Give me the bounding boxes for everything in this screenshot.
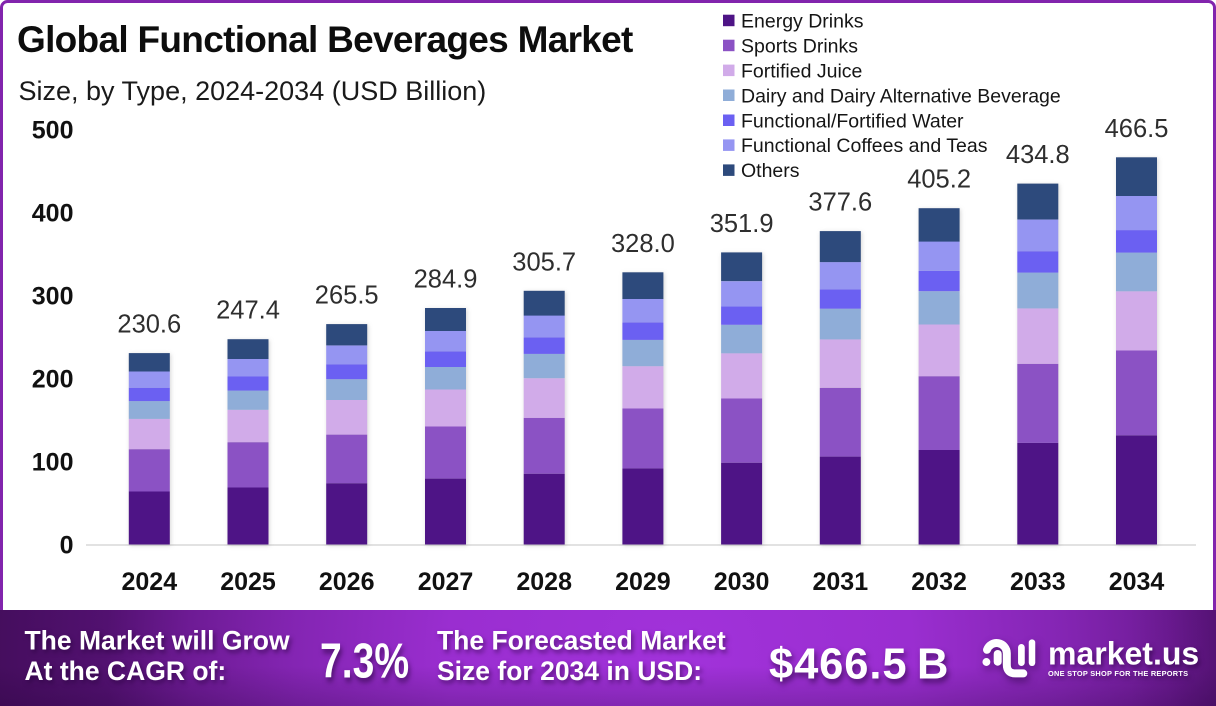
svg-text:2027: 2027 [418, 568, 474, 596]
svg-text:2030: 2030 [714, 568, 770, 596]
svg-text:230.6: 230.6 [117, 311, 181, 339]
svg-text:100: 100 [32, 449, 74, 477]
svg-text:2025: 2025 [220, 568, 276, 596]
svg-text:2024: 2024 [121, 568, 177, 596]
svg-text:Functional/Fortified Water: Functional/Fortified Water [741, 110, 964, 132]
svg-text:400: 400 [32, 200, 74, 228]
svg-text:0: 0 [60, 532, 74, 560]
svg-text:The Market will Grow: The Market will Grow [25, 626, 290, 656]
svg-text:The Forecasted Market: The Forecasted Market [437, 626, 726, 656]
svg-text:Energy Drinks: Energy Drinks [741, 11, 864, 33]
svg-text:At the CAGR of:: At the CAGR of: [25, 656, 227, 686]
svg-text:2034: 2034 [1109, 568, 1165, 596]
svg-text:Fortified Juice: Fortified Juice [741, 60, 862, 82]
svg-text:Sports Drinks: Sports Drinks [741, 36, 858, 58]
svg-text:300: 300 [32, 283, 74, 311]
svg-text:Dairy and Dairy Alternative Be: Dairy and Dairy Alternative Beverage [741, 85, 1061, 107]
svg-text:265.5: 265.5 [315, 282, 379, 310]
svg-text:2033: 2033 [1010, 568, 1066, 596]
svg-text:247.4: 247.4 [216, 297, 280, 325]
svg-text:Size, by Type, 2024-2034 (USD: Size, by Type, 2024-2034 (USD Billion) [19, 76, 487, 106]
svg-text:434.8: 434.8 [1006, 141, 1070, 169]
svg-text:7.3%: 7.3% [320, 634, 409, 688]
svg-text:2029: 2029 [615, 568, 671, 596]
svg-text:Size for 2034 in USD:: Size for 2034 in USD: [437, 656, 702, 686]
svg-text:2032: 2032 [911, 568, 967, 596]
svg-text:405.2: 405.2 [907, 166, 971, 194]
svg-text:ONE STOP SHOP FOR THE REPORTS: ONE STOP SHOP FOR THE REPORTS [1048, 669, 1188, 678]
svg-text:500: 500 [32, 117, 74, 145]
svg-text:$466.5 B: $466.5 B [769, 641, 949, 689]
svg-text:2031: 2031 [812, 568, 868, 596]
svg-text:351.9: 351.9 [710, 210, 774, 238]
svg-text:2028: 2028 [516, 568, 572, 596]
svg-text:200: 200 [32, 366, 74, 394]
svg-text:466.5: 466.5 [1105, 115, 1169, 143]
svg-text:Functional Coffees and Teas: Functional Coffees and Teas [741, 135, 988, 157]
svg-text:Others: Others [741, 160, 800, 182]
svg-text:328.0: 328.0 [611, 230, 675, 258]
svg-text:2026: 2026 [319, 568, 375, 596]
svg-text:284.9: 284.9 [414, 266, 478, 294]
svg-text:Global Functional Beverages Ma: Global Functional Beverages Market [17, 19, 633, 60]
svg-text:305.7: 305.7 [512, 248, 576, 276]
svg-text:market.us: market.us [1048, 636, 1199, 672]
svg-text:377.6: 377.6 [808, 189, 872, 217]
